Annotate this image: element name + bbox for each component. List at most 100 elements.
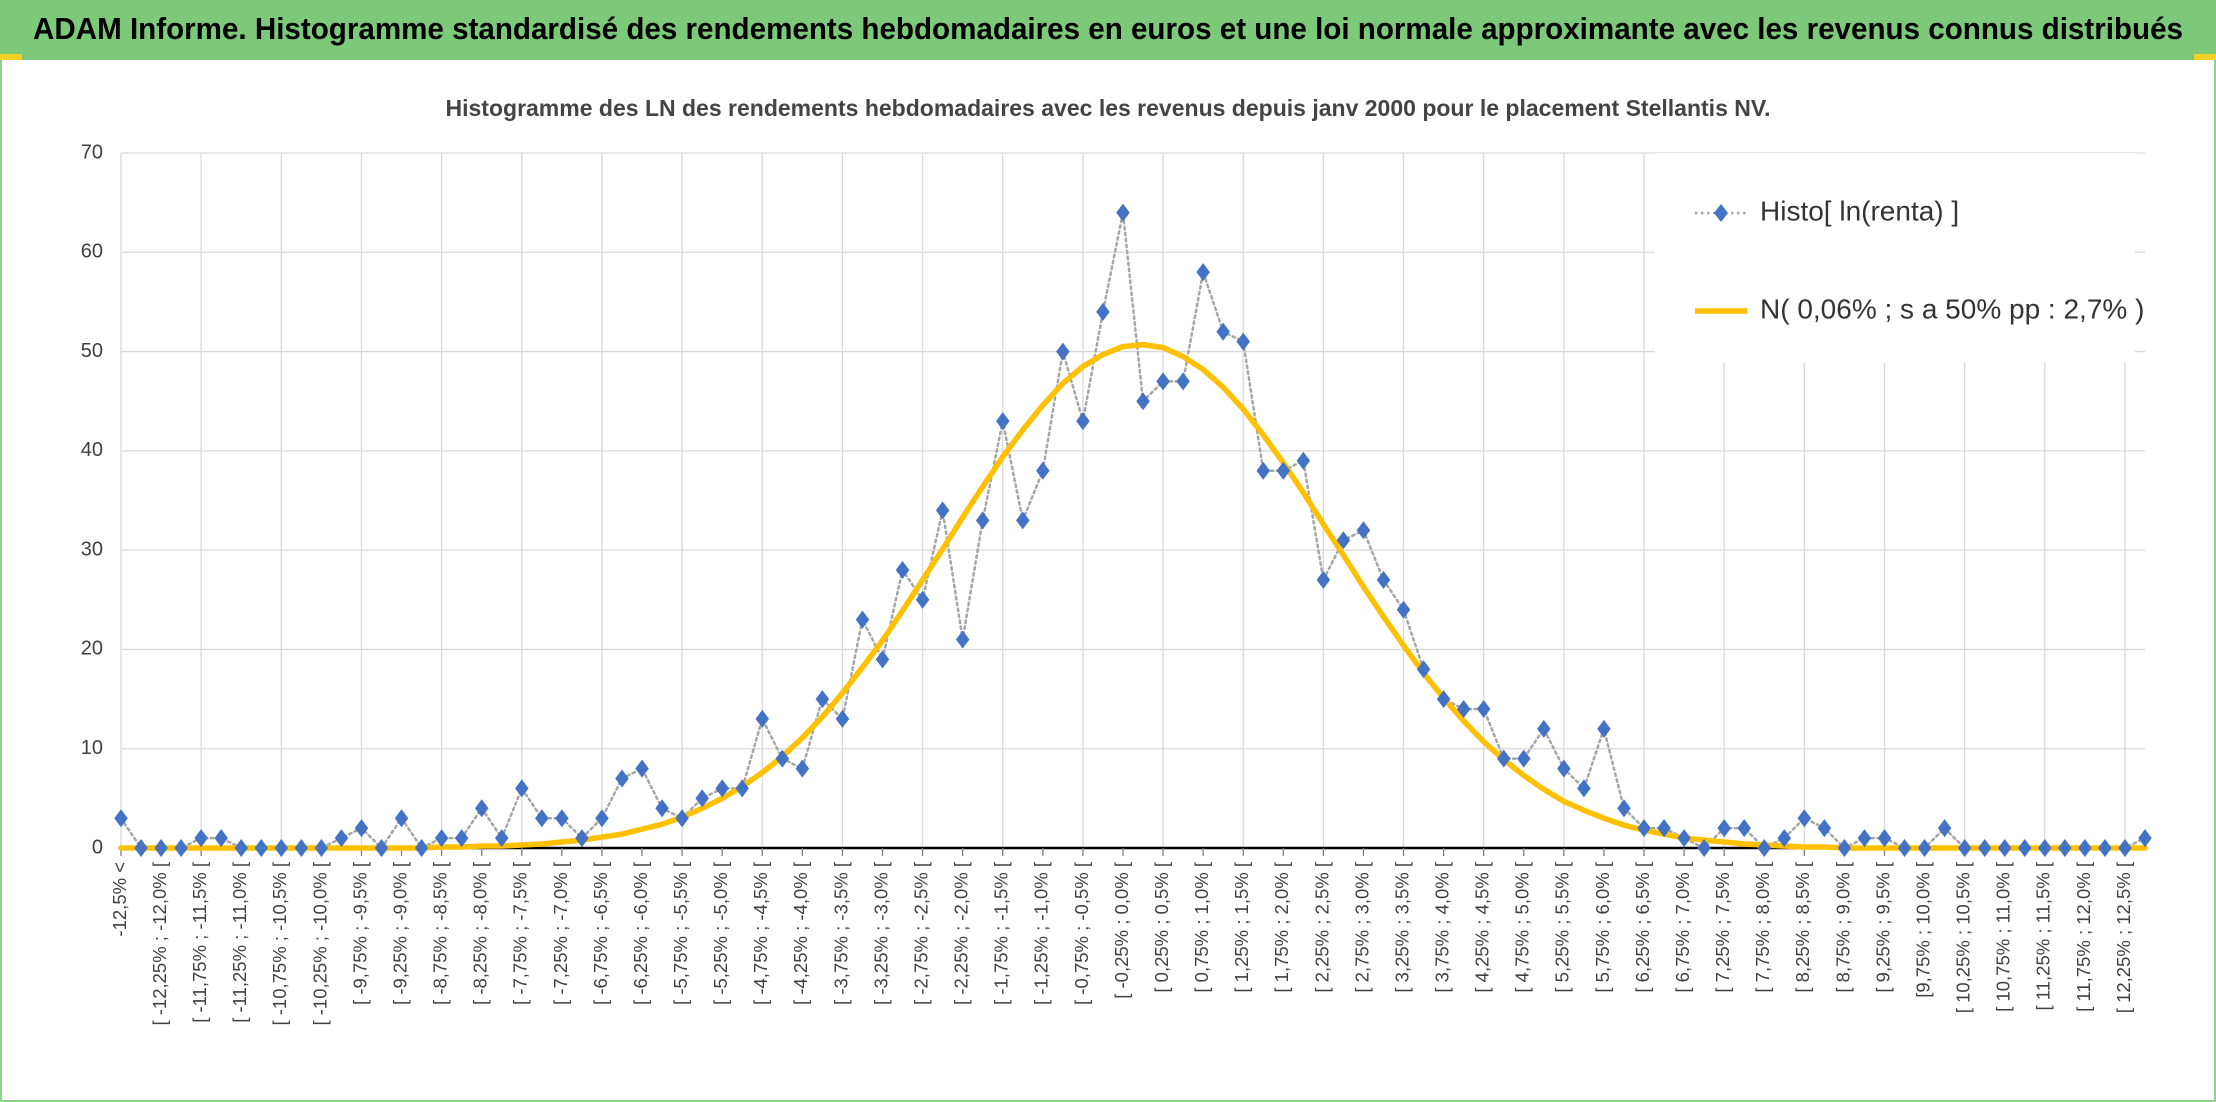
x-tick-label: [ 8,25% ; 8,5% [: [1792, 862, 1813, 993]
x-tick-label: [ 5,25% ; 5,5% [: [1552, 862, 1573, 993]
x-tick-label: [9,75% ; 10,0% [: [1912, 862, 1933, 998]
marker: [2078, 839, 2092, 857]
x-tick-label: [ 1,75% ; 2,0% [: [1271, 862, 1292, 993]
marker: [214, 829, 228, 848]
x-tick-label: [ -0,25% ; 0,0% [: [1111, 862, 1132, 999]
x-tick-label: [ -8,25% ; -8,0% [: [470, 862, 491, 1005]
y-tick-label: 30: [81, 538, 103, 560]
marker: [114, 809, 128, 828]
marker: [2098, 839, 2112, 857]
marker: [1336, 531, 1351, 550]
x-tick-label: [ -1,75% ; -1,5% [: [991, 862, 1012, 1005]
plot: 0 10 20 30 40 50 60 70 -12,5% < [ -12,25% ; -12,0…: [81, 141, 2152, 1026]
marker: [294, 839, 309, 857]
marker: [1957, 839, 1972, 857]
marker: [1657, 819, 1671, 838]
marker: [1737, 819, 1751, 838]
legend-box: [1655, 153, 2135, 363]
x-tick-label: [ -4,25% ; -4,0% [: [790, 862, 811, 1005]
x-tick-label: [ 3,25% ; 3,5% [: [1391, 862, 1412, 993]
y-tick-label: 0: [92, 836, 103, 858]
marker: [1877, 829, 1892, 848]
marker: [1156, 372, 1170, 391]
marker: [1677, 829, 1691, 848]
x-tick-label: [ 5,75% ; 6,0% [: [1592, 862, 1613, 993]
marker: [1817, 819, 1832, 838]
marker: [1276, 461, 1291, 480]
marker: [675, 809, 689, 828]
marker: [414, 839, 429, 857]
marker: [1537, 719, 1551, 738]
marker: [1116, 203, 1130, 222]
x-tick-label: [ -6,25% ; -6,0% [: [630, 862, 651, 1005]
marker: [815, 690, 830, 709]
x-tick-label: [ 10,25% ; 10,5% [: [1953, 862, 1974, 1013]
marker: [434, 829, 449, 848]
x-tick-label: [ -2,25% ; -2,0% [: [951, 862, 972, 1005]
marker: [975, 511, 990, 530]
x-tick-label: [ 0,25% ; 0,5% [: [1151, 862, 1172, 993]
title-bar-accent: [2194, 54, 2216, 60]
marker: [1436, 690, 1451, 709]
marker: [454, 829, 469, 848]
marker: [1897, 839, 1912, 857]
x-tick-label: [ 3,75% ; 4,0% [: [1432, 862, 1453, 993]
marker: [1356, 521, 1371, 540]
y-tick-label: 40: [81, 439, 103, 461]
marker: [1396, 600, 1411, 619]
marker: [1036, 461, 1050, 480]
x-tick-label: [ -1,25% ; -1,0% [: [1031, 862, 1052, 1005]
x-tick-label: [ 12,25% ; 12,5% [: [2113, 862, 2134, 1013]
marker: [1316, 570, 1331, 589]
marker: [154, 839, 168, 857]
x-tick-label: [ -0,75% ; -0,5% [: [1071, 862, 1092, 1005]
x-tick-label: [ -2,75% ; -2,5% [: [910, 862, 931, 1005]
x-tick-label: [ 9,25% ; 9,5% [: [1872, 862, 1893, 993]
x-tick-label: [ -8,75% ; -8,5% [: [430, 862, 451, 1005]
x-tick-label: [ -5,25% ; -5,0% [: [710, 862, 731, 1005]
y-tick-label: 50: [81, 340, 103, 362]
marker: [855, 610, 870, 629]
marker: [1076, 412, 1090, 431]
x-tick-label: [ -5,75% ; -5,5% [: [670, 862, 691, 1005]
marker: [1577, 779, 1591, 798]
marker: [875, 650, 890, 669]
marker: [1476, 700, 1491, 718]
x-tick-label: [ 1,25% ; 1,5% [: [1231, 862, 1252, 993]
marker: [495, 829, 509, 848]
marker: [1096, 302, 1110, 321]
x-tick-label: [ -7,75% ; -7,5% [: [510, 862, 531, 1005]
x-tick-label: -12,5% <: [109, 862, 130, 937]
marker: [1296, 451, 1311, 470]
x-tick-label: [ 11,75% ; 12,0% [: [2073, 862, 2094, 1012]
marker: [635, 759, 649, 778]
x-tick-label: [ 7,75% ; 8,0% [: [1752, 862, 1773, 993]
marker: [1937, 819, 1952, 838]
marker: [1697, 839, 1711, 857]
marker: [515, 779, 529, 798]
legend-label: N( 0,06% ; s a 50% pp : 2,7% ): [1760, 293, 2144, 324]
marker: [715, 779, 729, 798]
x-tick-label: [ -12,25% ; -12,0% [: [149, 862, 170, 1026]
marker: [995, 412, 1010, 431]
marker: [795, 759, 810, 778]
marker: [735, 779, 749, 798]
x-tick-label: [ 0,75% ; 1,0% [: [1191, 862, 1212, 993]
marker: [655, 799, 669, 818]
x-tick-label: [ -10,25% ; -10,0% [: [309, 862, 330, 1026]
marker: [775, 749, 790, 768]
marker: [1517, 749, 1531, 768]
marker: [1016, 511, 1030, 530]
marker: [1597, 719, 1611, 738]
x-tick-label: [ -11,25% ; -11,0% [: [229, 862, 250, 1023]
x-tick-label: [ 2,25% ; 2,5% [: [1311, 862, 1332, 993]
x-tick-label: [ -4,75% ; -4,5% [: [750, 862, 771, 1005]
marker: [2038, 839, 2052, 857]
legend-label: Histo[ ln(renta) ]: [1760, 195, 1959, 226]
marker: [1136, 392, 1150, 411]
marker: [895, 561, 910, 579]
y-tick-label: 20: [81, 638, 103, 660]
marker: [1416, 660, 1431, 679]
marker: [535, 809, 549, 828]
marker: [1236, 332, 1250, 351]
